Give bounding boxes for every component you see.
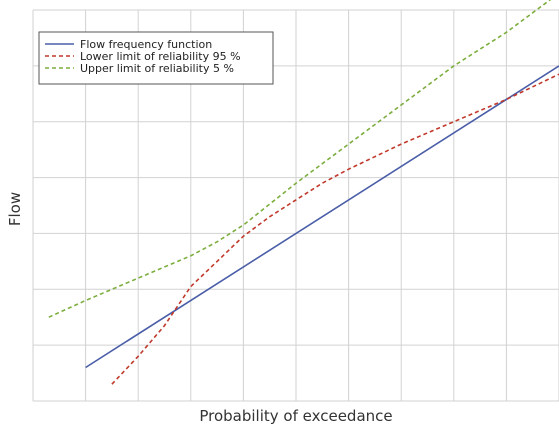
legend-label-1: Flow frequency function bbox=[80, 38, 212, 51]
legend-label-2: Lower limit of reliability 95 % bbox=[80, 50, 241, 63]
series-line-2 bbox=[111, 73, 559, 385]
legend-box bbox=[38, 31, 274, 85]
legend-label-3: Upper limit of reliability 5 % bbox=[80, 62, 234, 75]
x-axis-label: Probability of exceedance bbox=[199, 407, 392, 425]
series-lines bbox=[48, 0, 559, 385]
series-line-1 bbox=[85, 65, 559, 369]
y-axis-label: Flow bbox=[6, 192, 24, 226]
